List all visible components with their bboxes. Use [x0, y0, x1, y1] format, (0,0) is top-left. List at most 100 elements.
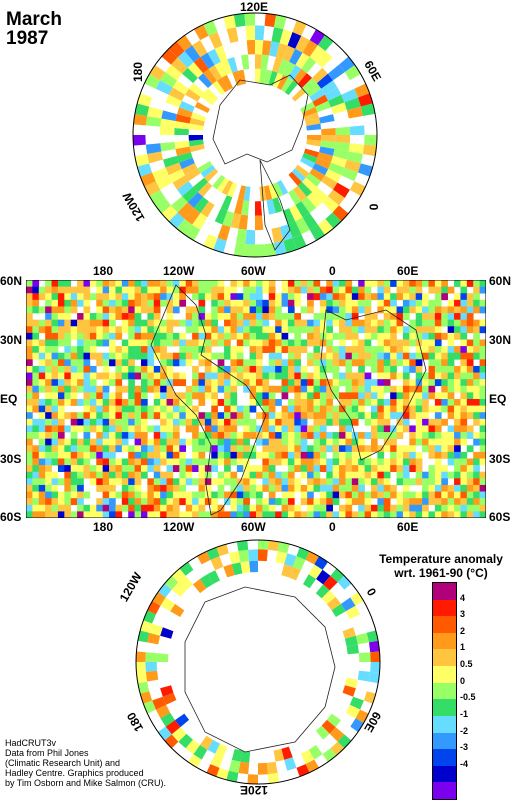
grid-cell	[409, 319, 417, 327]
grid-cell	[390, 306, 397, 314]
grid-cell	[96, 484, 103, 492]
grid-cell	[460, 365, 468, 373]
grid-cell	[441, 484, 448, 492]
grid-cell	[230, 445, 238, 453]
grid-cell	[236, 293, 244, 301]
grid-cell	[198, 478, 206, 486]
grid-cell	[26, 280, 33, 287]
grid-cell	[256, 451, 263, 459]
grid-cell	[45, 425, 52, 433]
grid-cell	[141, 438, 148, 446]
grid-cell	[236, 412, 244, 420]
grid-cell	[153, 293, 161, 301]
polar-cell	[266, 199, 276, 215]
grid-cell	[128, 319, 135, 327]
grid-cell	[141, 491, 148, 499]
grid-cell	[479, 299, 486, 307]
grid-cell	[345, 299, 353, 307]
grid-cell	[77, 399, 84, 406]
grid-cell	[358, 478, 365, 486]
grid-cell	[211, 319, 218, 327]
grid-cell	[415, 306, 423, 314]
grid-cell	[64, 412, 72, 420]
grid-cell	[377, 385, 385, 393]
polar-cell	[321, 175, 338, 190]
grid-cell	[473, 405, 480, 413]
grid-cell	[179, 465, 187, 473]
grid-cell	[351, 478, 359, 486]
grid-cell	[434, 432, 442, 439]
grid-cell	[332, 379, 340, 387]
grid-cell	[230, 451, 238, 459]
grid-cell	[256, 365, 263, 373]
grid-cell	[243, 491, 250, 499]
grid-cell	[358, 432, 365, 439]
grid-cell	[198, 471, 206, 479]
grid-cell	[243, 379, 250, 387]
grid-cell	[300, 484, 308, 492]
grid-cell	[326, 359, 333, 367]
grid-cell	[307, 491, 314, 499]
grid-cell	[89, 319, 97, 327]
grid-cell	[26, 372, 33, 380]
grid-cell	[243, 319, 250, 327]
grid-cell	[121, 478, 129, 486]
grid-cell	[268, 332, 276, 340]
polar-cell	[302, 152, 318, 164]
grid-cell	[198, 465, 206, 473]
grid-cell	[217, 286, 225, 294]
grid-cell	[332, 471, 340, 479]
grid-cell	[217, 339, 225, 347]
grid-cell	[57, 392, 65, 400]
grid-cell	[307, 299, 314, 307]
grid-cell	[134, 346, 142, 354]
polar-cell	[177, 181, 194, 197]
polar-cell	[326, 596, 341, 611]
grid-cell	[422, 392, 429, 400]
grid-cell	[300, 379, 308, 387]
grid-cell	[230, 332, 238, 340]
grid-cell	[134, 293, 142, 301]
grid-cell	[51, 286, 59, 294]
grid-cell	[109, 326, 116, 334]
grid-cell	[287, 379, 295, 387]
grid-cell	[268, 458, 276, 466]
grid-cell	[313, 412, 321, 420]
grid-cell	[460, 418, 468, 426]
polar-cell	[281, 564, 293, 578]
grid-cell	[224, 286, 231, 294]
grid-cell	[402, 412, 410, 420]
grid-cell	[428, 332, 436, 340]
grid-cell	[96, 319, 103, 327]
grid-cell	[428, 405, 436, 413]
grid-cell	[147, 511, 155, 518]
grid-cell	[102, 432, 110, 439]
grid-cell	[345, 346, 353, 354]
grid-cell	[45, 465, 52, 473]
grid-cell	[121, 339, 129, 347]
grid-cell	[147, 346, 155, 354]
polar-cell	[347, 151, 363, 164]
grid-cell	[45, 491, 52, 499]
grid-cell	[179, 498, 187, 506]
polar-cell	[287, 32, 302, 49]
grid-cell	[351, 299, 359, 307]
grid-cell	[89, 326, 97, 334]
grid-cell	[147, 299, 155, 307]
grid-cell	[179, 445, 187, 453]
grid-cell	[26, 326, 33, 334]
grid-cell	[339, 432, 346, 439]
grid-cell	[313, 293, 321, 301]
grid-cell	[409, 465, 417, 473]
grid-cell	[224, 352, 231, 360]
grid-cell	[38, 465, 46, 473]
grid-cell	[236, 319, 244, 327]
grid-cell	[434, 280, 442, 287]
grid-cell	[64, 306, 72, 314]
grid-cell	[422, 339, 429, 347]
grid-cell	[422, 332, 429, 340]
grid-cell	[268, 418, 276, 426]
grid-cell	[479, 432, 486, 439]
grid-cell	[275, 451, 282, 459]
grid-cell	[45, 511, 52, 518]
